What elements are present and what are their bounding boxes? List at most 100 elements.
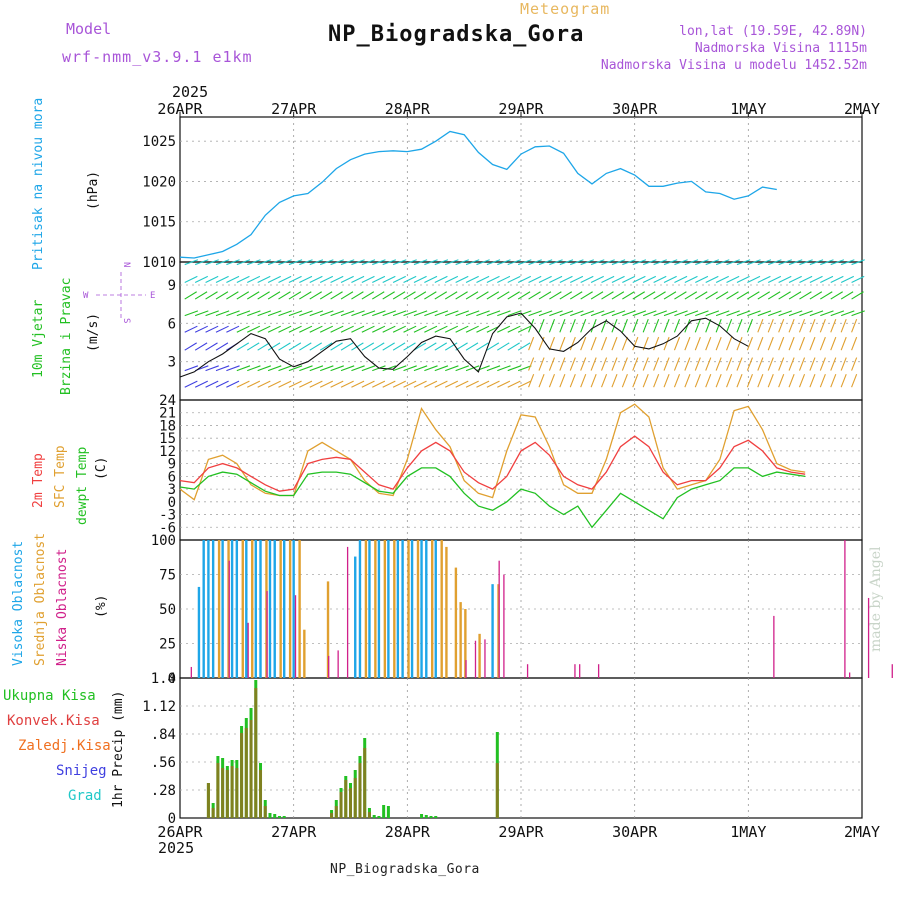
wind-barb bbox=[299, 259, 313, 266]
wind-barb bbox=[507, 259, 522, 266]
wind-barb bbox=[205, 291, 218, 300]
wind-barb bbox=[455, 325, 469, 333]
wind-barb bbox=[840, 373, 847, 388]
wind-barb bbox=[569, 357, 576, 371]
wind-barb bbox=[434, 380, 448, 388]
y-tick-label: 50 bbox=[159, 602, 176, 618]
wind-barb bbox=[351, 365, 365, 372]
wind-barb bbox=[528, 357, 535, 371]
wind-barb bbox=[726, 373, 733, 388]
wind-barb bbox=[455, 380, 469, 388]
wind-barb bbox=[663, 291, 677, 300]
cloud-bar bbox=[254, 540, 257, 678]
wind-barb bbox=[819, 336, 826, 351]
wind-barb bbox=[361, 380, 375, 388]
wind-barb bbox=[819, 319, 826, 333]
wind-barb bbox=[674, 275, 688, 283]
wind-barb bbox=[507, 380, 521, 388]
cloud-bar bbox=[368, 540, 371, 678]
cloud-bar bbox=[425, 540, 428, 678]
wind-barb bbox=[663, 357, 670, 371]
wind-barb bbox=[611, 310, 626, 317]
wind-barb bbox=[559, 275, 573, 283]
wind-barb bbox=[788, 373, 795, 388]
cloud-bar bbox=[420, 540, 423, 678]
precip-bar-total bbox=[424, 815, 428, 818]
wind-barb bbox=[840, 310, 855, 317]
precip-bar-conv bbox=[495, 763, 499, 818]
cloud-bar bbox=[221, 540, 224, 678]
wind-barb bbox=[601, 259, 615, 266]
wind-barb bbox=[549, 275, 563, 283]
wind-barb bbox=[580, 291, 593, 300]
wind-barb bbox=[726, 310, 740, 317]
wind-barb bbox=[465, 291, 479, 300]
wind-barb bbox=[788, 275, 802, 283]
cloud-bar bbox=[416, 540, 420, 678]
wind-barb bbox=[424, 310, 438, 317]
cloud-bar bbox=[773, 615, 775, 678]
wind-barb bbox=[278, 325, 292, 333]
wind-barb bbox=[622, 310, 636, 317]
wind-barb bbox=[715, 357, 722, 371]
y-tick-label: 24 bbox=[159, 393, 176, 409]
cloud-bar bbox=[464, 609, 467, 678]
wind-barb bbox=[778, 319, 785, 333]
cloud-bar bbox=[491, 584, 494, 678]
wind-barb bbox=[663, 373, 670, 388]
wind-barb bbox=[715, 291, 729, 300]
y-tick-label: 9 bbox=[168, 278, 176, 294]
y-tick-label: 15 bbox=[159, 431, 176, 447]
wind-speed-line bbox=[179, 312, 749, 378]
wind-barb bbox=[382, 380, 396, 388]
wind-barb bbox=[309, 291, 322, 300]
wind-barb bbox=[247, 310, 261, 317]
wind-barb bbox=[184, 325, 198, 333]
wind-barb bbox=[809, 275, 823, 283]
wind-barb bbox=[465, 380, 479, 388]
wind-barb bbox=[559, 336, 566, 351]
wind-barb bbox=[361, 342, 375, 351]
cloud-bar bbox=[597, 664, 600, 678]
wind-barb bbox=[590, 319, 597, 333]
precip-bar-total bbox=[273, 814, 277, 818]
wind-barb bbox=[476, 259, 490, 266]
wind-barb bbox=[820, 275, 834, 283]
wind-barb bbox=[601, 357, 608, 371]
wind-barb bbox=[548, 373, 556, 388]
wind-barb bbox=[726, 275, 740, 283]
wind-barb bbox=[528, 336, 535, 351]
precip-bar-total bbox=[434, 816, 438, 818]
y-tick-label: 3 bbox=[168, 482, 176, 498]
wind-barb bbox=[622, 275, 636, 283]
cloud-bar bbox=[268, 540, 272, 678]
cloud-bar bbox=[337, 650, 339, 678]
wind-barb bbox=[705, 310, 720, 317]
wind-barb bbox=[642, 373, 649, 388]
wind-barb bbox=[663, 259, 678, 266]
cloud-bar bbox=[294, 595, 297, 678]
wind-barb bbox=[424, 365, 438, 372]
wind-barb bbox=[621, 336, 628, 351]
wind-barb bbox=[632, 336, 639, 351]
cloud-bar bbox=[292, 540, 295, 678]
y-tick-label: 100 bbox=[151, 533, 176, 549]
wind-barb bbox=[455, 275, 469, 283]
wind-barb bbox=[226, 380, 240, 388]
wind-barb bbox=[559, 373, 566, 388]
wind-barb bbox=[184, 259, 199, 266]
wind-barb bbox=[330, 291, 343, 300]
wind-barb bbox=[580, 357, 587, 371]
cloud-bar bbox=[197, 586, 201, 678]
wind-barb bbox=[424, 275, 438, 283]
2m-temp-line bbox=[179, 435, 806, 492]
wind-barb bbox=[517, 259, 532, 266]
wind-barb bbox=[476, 310, 490, 317]
wind-barb bbox=[309, 325, 323, 333]
wind-barb bbox=[424, 291, 437, 300]
wind-barb bbox=[434, 291, 448, 300]
wind-barb bbox=[257, 259, 272, 266]
wind-barb bbox=[694, 336, 701, 351]
panel-frame bbox=[179, 677, 863, 819]
wind-barb bbox=[236, 380, 250, 388]
